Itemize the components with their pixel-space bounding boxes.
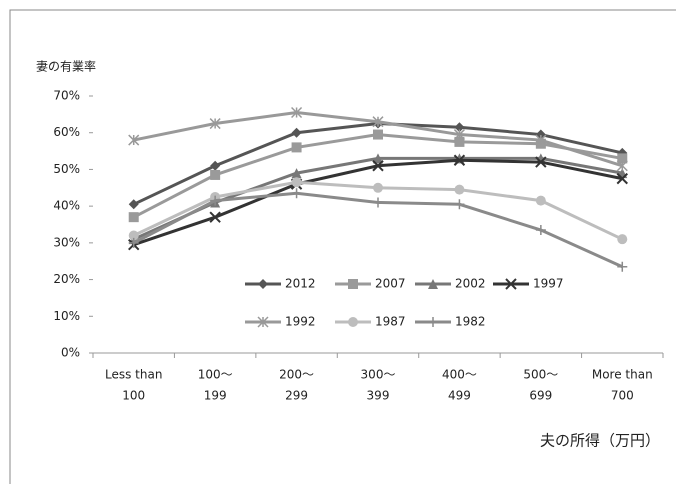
marker bbox=[372, 160, 384, 172]
marker bbox=[291, 177, 302, 188]
marker bbox=[128, 199, 139, 210]
x-tick-label: 199 bbox=[204, 389, 227, 403]
marker bbox=[373, 153, 383, 164]
marker bbox=[616, 172, 628, 185]
marker bbox=[373, 129, 383, 140]
x-tick-label: 300～ bbox=[361, 368, 396, 382]
y-tick-label: 50% bbox=[53, 162, 80, 176]
x-tick-label: 500～ bbox=[523, 368, 558, 382]
marker bbox=[535, 134, 547, 146]
marker bbox=[210, 169, 221, 180]
legend-label: 1997 bbox=[533, 277, 564, 291]
x-tick-label: 499 bbox=[448, 389, 471, 403]
x-tick-label: 100 bbox=[122, 389, 145, 403]
legend-label: 1987 bbox=[375, 315, 406, 329]
y-tick-label: 70% bbox=[53, 89, 80, 103]
marker bbox=[128, 237, 139, 248]
x-tick-label: 400～ bbox=[442, 368, 477, 382]
y-axis-label: 妻の有業率 bbox=[36, 59, 96, 74]
marker bbox=[428, 317, 438, 327]
marker bbox=[128, 230, 139, 241]
x-tick-label: 200～ bbox=[279, 368, 314, 382]
marker bbox=[291, 127, 302, 138]
marker bbox=[454, 136, 465, 147]
marker bbox=[454, 122, 465, 133]
marker bbox=[454, 184, 465, 195]
marker bbox=[453, 154, 466, 166]
marker bbox=[373, 197, 383, 208]
x-tick-label: 100～ bbox=[198, 368, 233, 382]
marker bbox=[373, 182, 383, 193]
marker bbox=[535, 225, 546, 236]
marker bbox=[616, 160, 628, 172]
marker bbox=[348, 317, 358, 327]
marker bbox=[291, 168, 302, 179]
marker bbox=[291, 142, 302, 153]
marker bbox=[617, 153, 628, 164]
marker bbox=[372, 116, 384, 128]
marker bbox=[535, 195, 546, 206]
x-tick-label: 399 bbox=[367, 389, 390, 403]
marker bbox=[291, 106, 303, 119]
marker bbox=[209, 118, 221, 130]
x-tick-label: More than bbox=[592, 368, 653, 382]
x-tick-label: 699 bbox=[529, 389, 552, 403]
y-tick-label: 20% bbox=[53, 272, 80, 286]
legend-label: 1982 bbox=[455, 315, 486, 329]
legend-label: 2007 bbox=[375, 277, 406, 291]
marker bbox=[210, 195, 221, 206]
marker bbox=[617, 234, 628, 245]
y-tick-label: 60% bbox=[53, 125, 80, 139]
y-tick-label: 40% bbox=[53, 199, 80, 213]
y-tick-label: 30% bbox=[53, 235, 80, 249]
marker bbox=[258, 279, 268, 289]
x-tick-label: 700 bbox=[611, 389, 634, 403]
marker bbox=[257, 316, 269, 328]
y-tick-label: 0% bbox=[61, 346, 80, 360]
marker bbox=[209, 211, 221, 223]
marker bbox=[128, 134, 140, 146]
marker bbox=[505, 278, 517, 290]
marker bbox=[428, 279, 438, 289]
x-axis-label: 夫の所得（万円） bbox=[540, 432, 660, 450]
marker bbox=[454, 199, 465, 210]
marker bbox=[291, 188, 302, 199]
marker bbox=[535, 156, 547, 168]
marker bbox=[210, 160, 221, 171]
marker bbox=[617, 261, 628, 272]
x-tick-label: Less than bbox=[105, 368, 162, 382]
marker bbox=[128, 212, 139, 223]
legend-label: 2012 bbox=[285, 277, 316, 291]
y-tick-label: 10% bbox=[53, 309, 80, 323]
marker bbox=[348, 279, 358, 289]
marker bbox=[453, 129, 465, 141]
legend-label: 2002 bbox=[455, 277, 486, 291]
card-frame bbox=[9, 9, 676, 484]
legend-label: 1992 bbox=[285, 315, 316, 329]
x-tick-label: 299 bbox=[285, 389, 308, 403]
